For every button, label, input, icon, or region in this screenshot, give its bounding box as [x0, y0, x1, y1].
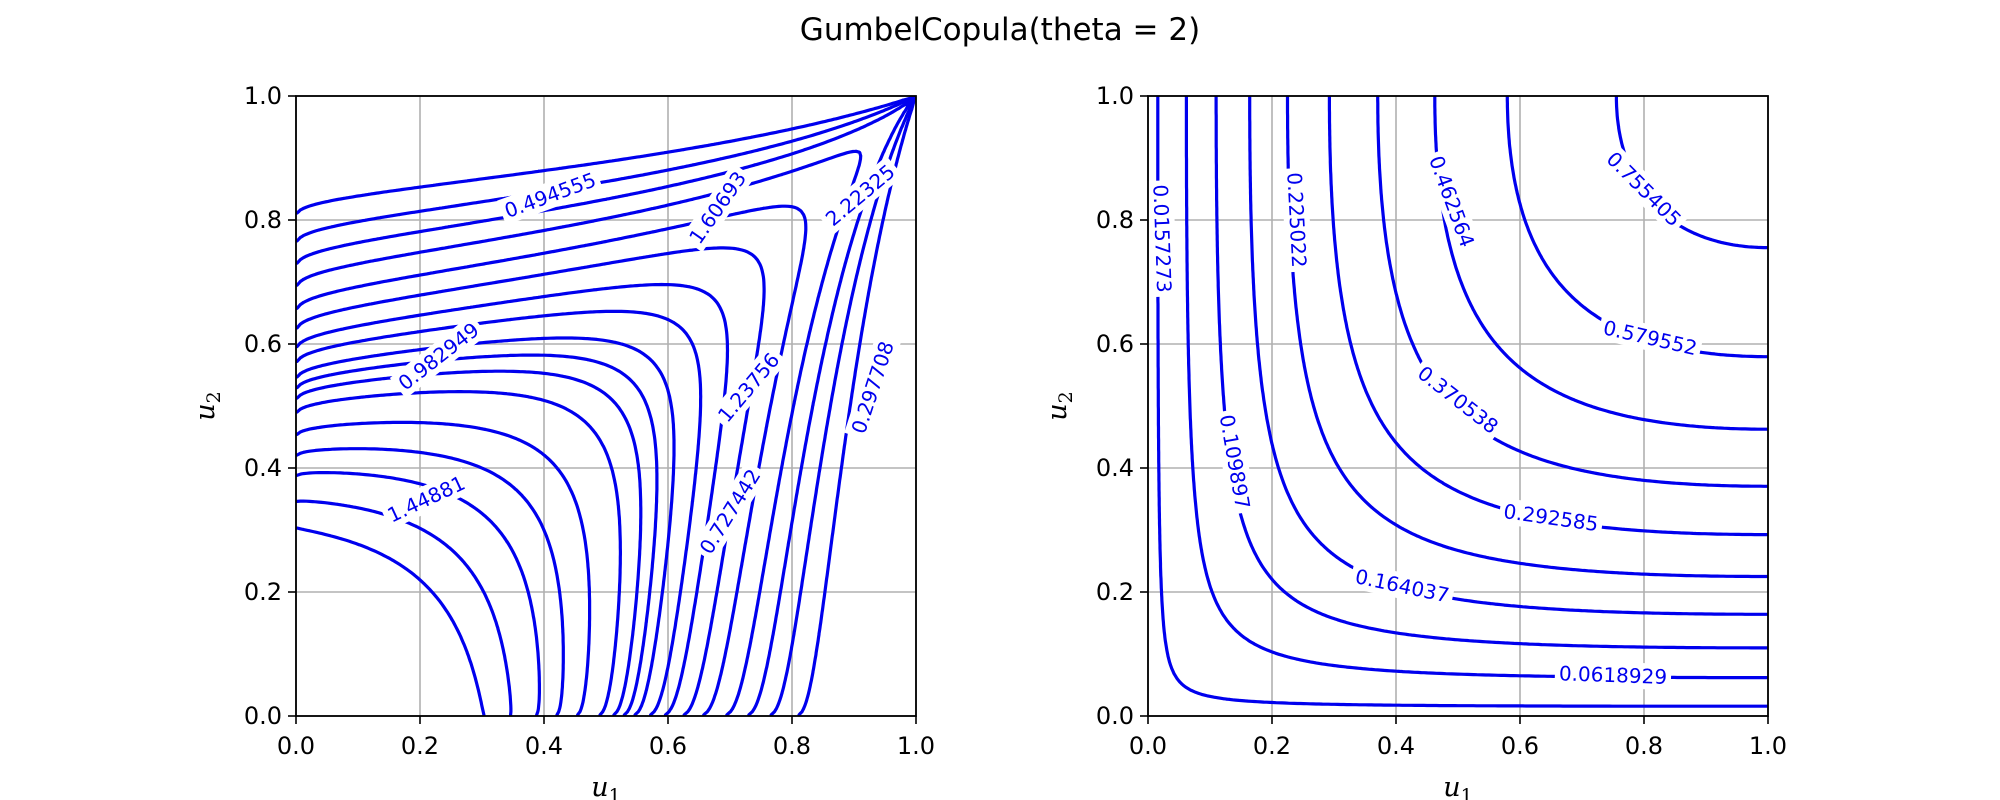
pdf-contour-label-bg: [817, 156, 904, 235]
cdf-contour-label-bg: [1421, 148, 1482, 255]
cdf-contour-label-bg: [1596, 313, 1704, 363]
pdf-ytick-label: 0.0: [244, 702, 282, 730]
pdf-contour-line-3: [296, 282, 730, 716]
cdf-contour-label-bg: [1281, 167, 1313, 273]
cdf-ytick-label: 0.6: [1096, 330, 1134, 358]
cdf-contour-line-8: [1505, 96, 1768, 359]
cdf-contour-line-7: [1433, 96, 1768, 431]
pdf-ytick-label: 0.4: [244, 454, 282, 482]
pdf-contour-line-12: [296, 353, 659, 716]
pdf-xlabel: u1: [591, 772, 620, 800]
pdf-contour-line-8: [296, 96, 916, 716]
pdf-contour-line-15: [296, 499, 513, 716]
pdf-contour-line-6: [296, 390, 622, 716]
pdf-contour-label-bg: [379, 468, 473, 530]
pdf-contour-line-11: [296, 309, 703, 716]
pdf-contour-line-7: [296, 447, 565, 716]
cdf-contour-label: 0.0157273: [1147, 180, 1178, 298]
cdf-xtick-label: 0.4: [1377, 732, 1415, 760]
cdf-contour-label: 0.109897: [1213, 408, 1257, 515]
cdf-xlabel: u1: [1443, 772, 1472, 800]
cdf-xtick-label: 0.6: [1501, 732, 1539, 760]
pdf-contour-label-bg: [497, 165, 604, 226]
cdf-contour-label: 0.225022: [1281, 167, 1313, 273]
pdf-contour-label-bg: [844, 334, 901, 441]
pdf-grid: [295, 95, 917, 717]
cdf-contour-label: 0.462564: [1421, 148, 1482, 255]
cdf-contour-label: 0.0618929: [1554, 660, 1672, 691]
figure-title: GumbelCopula(theta = 2): [800, 12, 1200, 48]
cdf-contour-label-bg: [1409, 357, 1507, 442]
cdf-ylabel: u2: [1042, 391, 1077, 420]
cdf-contour-label-text: 0.109897: [1215, 413, 1255, 511]
cdf-xtick-label: 0.2: [1253, 732, 1291, 760]
cdf-ytick-label: 0.2: [1096, 578, 1134, 606]
pdf-xtick-label: 0.0: [277, 732, 315, 760]
pdf-ytick-label: 0.2: [244, 578, 282, 606]
cdf-contour-line-5: [1327, 96, 1768, 537]
pdf-xtick-label: 0.2: [401, 732, 439, 760]
cdf-contour-label-bg: [1213, 408, 1257, 515]
cdf-contour-label: 0.292585: [1497, 497, 1605, 538]
pdf-axes-frame: [295, 95, 917, 717]
cdf-contour-label-text: 0.0618929: [1559, 661, 1668, 689]
cdf-contour-label-text: 0.164037: [1353, 564, 1451, 607]
cdf-contour-chart: 0.0 0.2 0.4 0.6 0.8 1.0 0.0 0.2 0.4 0.6 0.8 1.0 u1 u2…: [1042, 82, 1787, 800]
pdf-contour-label-bg: [389, 314, 488, 399]
cdf-xtick-label: 0.0: [1129, 732, 1167, 760]
cdf-axes-frame: [1147, 95, 1769, 717]
pdf-contour-chart: 0.0 0.2 0.4 0.6 0.8 1.0 0.0 0.2 0.4 0.6 0.8 1.0 u1 u2…: [190, 82, 935, 800]
pdf-ytick-label: 0.6: [244, 330, 282, 358]
pdf-contour-line-9: [296, 149, 863, 716]
cdf-contour-label-bg: [1598, 143, 1690, 235]
pdf-contour-label: 2.22325: [817, 156, 904, 235]
cdf-contour-label-text: 0.579552: [1601, 315, 1699, 360]
pdf-contour-label: 0.727442: [691, 460, 769, 563]
cdf-xtick-label: 0.8: [1625, 732, 1663, 760]
pdf-contour-line-4: [296, 336, 676, 716]
pdf-ytick-label: 0.8: [244, 206, 282, 234]
cdf-contour-line-1: [1184, 96, 1768, 680]
cdf-contour-label-text: 0.462564: [1424, 152, 1479, 250]
pdf-ylabel: u2: [190, 391, 225, 420]
cdf-contour-label-text: 0.225022: [1282, 172, 1311, 269]
pdf-contour-label-text: 0.727442: [695, 465, 766, 559]
cdf-contour-label: 0.370538: [1409, 357, 1507, 442]
pdf-xlabel-sub: 1: [609, 785, 621, 800]
pdf-contour-line-16: [296, 526, 486, 716]
pdf-ytick-label: 1.0: [244, 82, 282, 110]
cdf-ylabel-sub: 2: [1055, 391, 1077, 403]
cdf-contour-label-bg: [1348, 562, 1456, 610]
cdf-contour-label: 0.579552: [1596, 313, 1704, 363]
pdf-xtick-label: 0.6: [649, 732, 687, 760]
cdf-contour-label-bg: [1147, 180, 1178, 298]
cdf-xtick-label: 1.0: [1749, 732, 1787, 760]
pdf-contour-label-bg: [691, 460, 769, 563]
cdf-ytick-label: 1.0: [1096, 82, 1134, 110]
pdf-contour-label-bg: [709, 344, 788, 431]
pdf-xtick-label: 1.0: [897, 732, 935, 760]
cdf-ytick-label: 0.0: [1096, 702, 1134, 730]
cdf-contour-label-bg: [1554, 660, 1672, 691]
cdf-contour-label-text: 0.370538: [1413, 361, 1503, 439]
pdf-contour-label-bg: [680, 162, 755, 253]
pdf-contour-label: 1.23756: [709, 344, 788, 431]
cdf-contour-label: 0.164037: [1348, 562, 1456, 610]
cdf-ytick-label: 0.8: [1096, 206, 1134, 234]
cdf-xlabel-sub: 1: [1461, 785, 1473, 800]
cdf-contour-label-text: 0.0157273: [1148, 184, 1176, 293]
cdf-ytick-label: 0.4: [1096, 454, 1134, 482]
pdf-ylabel-sub: 2: [203, 391, 225, 403]
pdf-xtick-label: 0.4: [525, 732, 563, 760]
pdf-contour-line-13: [296, 420, 592, 716]
pdf-contours: [296, 96, 916, 716]
cdf-contour-label-bg: [1497, 497, 1605, 538]
pdf-xtick-label: 0.8: [773, 732, 811, 760]
pdf-contour-line-0: [296, 96, 916, 716]
